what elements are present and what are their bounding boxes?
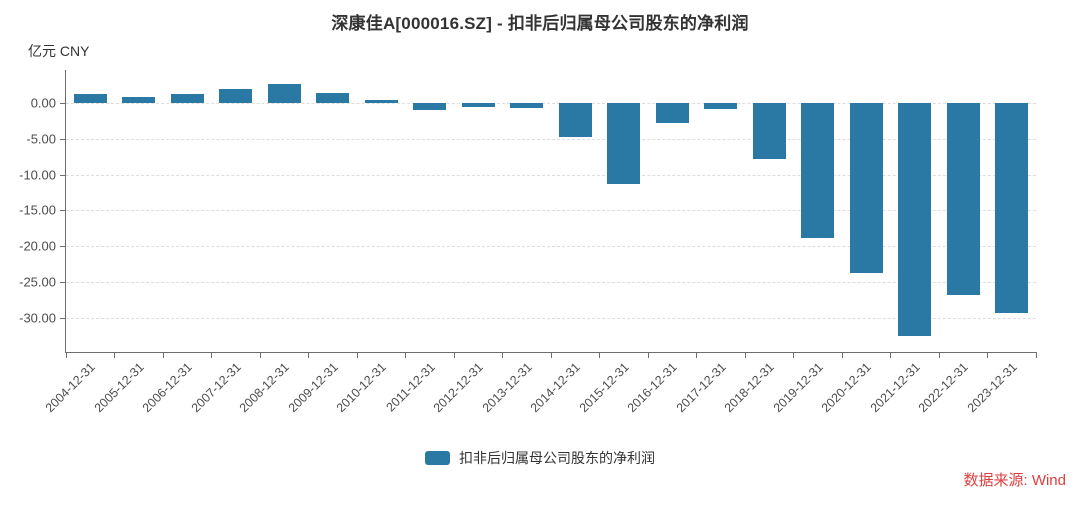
y-axis-label--5: -5.00 [26, 131, 56, 147]
x-axis-tick [938, 352, 940, 358]
x-axis-tick [405, 352, 406, 358]
bar-2021-12-31[interactable] [898, 103, 932, 337]
x-axis-tick [647, 352, 649, 358]
x-axis-label-2023-12-31: 2023-12-31 [964, 360, 1020, 416]
gridline--30 [66, 317, 1036, 319]
bar-2020-12-31[interactable] [849, 103, 883, 273]
y-axis-tick [60, 281, 66, 283]
x-axis-label-2011-12-31: 2011-12-31 [383, 360, 438, 415]
bar-2014-12-31[interactable] [558, 103, 592, 137]
x-axis-tick [599, 352, 600, 358]
y-axis-tick [60, 317, 66, 319]
x-axis-label-2020-12-31: 2020-12-31 [818, 360, 875, 416]
y-axis-label--30: -30.00 [19, 310, 56, 326]
x-axis-tick [114, 352, 115, 358]
x-axis-label-2013-12-31: 2013-12-31 [479, 360, 535, 416]
y-axis-label--25: -25.00 [19, 274, 56, 290]
x-axis-tick [987, 352, 988, 358]
x-axis-tick [890, 352, 891, 358]
bar-2015-12-31[interactable] [607, 103, 641, 184]
x-axis-tick [793, 352, 794, 358]
bar-2010-12-31[interactable] [364, 99, 398, 103]
x-axis-tick [696, 352, 697, 358]
x-axis-label-2012-12-31: 2012-12-31 [430, 360, 487, 416]
y-axis-label--15: -15.00 [19, 202, 56, 218]
x-axis-tick [308, 352, 309, 358]
x-axis-label-2017-12-31: 2017-12-31 [673, 360, 729, 416]
gridline--10 [66, 174, 1036, 176]
x-axis-label-2015-12-31: 2015-12-31 [576, 360, 632, 416]
x-axis-tick [356, 352, 358, 358]
y-axis-tick [60, 103, 66, 104]
x-axis-label-2021-12-31: 2021-12-31 [867, 360, 923, 416]
bar-2016-12-31[interactable] [655, 103, 689, 123]
x-axis-tick [1035, 352, 1037, 358]
x-axis-tick [550, 352, 552, 358]
bar-2017-12-31[interactable] [704, 103, 738, 109]
legend[interactable]: 扣非后归属母公司股东的净利润 [0, 448, 1080, 468]
x-axis-label-2022-12-31: 2022-12-31 [915, 360, 972, 416]
bar-2012-12-31[interactable] [461, 103, 495, 107]
x-axis-label-2010-12-31: 2010-12-31 [333, 360, 390, 416]
gridline--15 [66, 210, 1036, 212]
y-axis-unit-label: 亿元 CNY [28, 43, 90, 59]
x-axis-tick [211, 352, 212, 358]
plot-area: 0.00 -5.00 -10.00 -15.00 -20.00 -25.00 -30.00 2… [19, 70, 1037, 415]
x-axis-tick [162, 352, 164, 358]
x-axis-label-2009-12-31: 2009-12-31 [285, 360, 341, 416]
x-axis-label-2016-12-31: 2016-12-31 [624, 360, 681, 416]
x-axis-label-2014-12-31: 2014-12-31 [527, 360, 584, 416]
x-axis-tick [744, 352, 746, 358]
x-axis-label-2008-12-31: 2008-12-31 [236, 360, 293, 416]
y-axis-tick [60, 246, 66, 248]
x-axis-tick [65, 352, 67, 358]
x-axis-label-2005-12-31: 2005-12-31 [91, 360, 147, 416]
legend-swatch-icon [425, 451, 450, 465]
bar-2019-12-31[interactable] [801, 103, 835, 238]
x-axis-tick [259, 352, 261, 358]
x-axis-tick [453, 352, 455, 358]
y-axis-tick [60, 174, 66, 176]
x-axis-tick [502, 352, 503, 358]
bar-2005-12-31[interactable] [122, 96, 156, 103]
x-axis-label-2006-12-31: 2006-12-31 [139, 360, 196, 416]
bar-2022-12-31[interactable] [946, 103, 980, 295]
bar-2006-12-31[interactable] [170, 94, 204, 103]
bar-2023-12-31[interactable] [995, 103, 1029, 313]
bar-2007-12-31[interactable] [219, 88, 253, 103]
bar-2018-12-31[interactable] [752, 103, 786, 159]
x-axis-label-2007-12-31: 2007-12-31 [188, 360, 244, 416]
x-axis-label-2004-12-31: 2004-12-31 [42, 360, 99, 416]
bar-2013-12-31[interactable] [510, 103, 544, 109]
gridline--5 [66, 138, 1036, 140]
gridline-0 [66, 103, 1036, 104]
bar-2008-12-31[interactable] [267, 83, 301, 103]
x-axis-tick [841, 352, 843, 358]
y-axis-label-0: 0.00 [30, 95, 56, 111]
chart-title: 深康佳A[000016.SZ] - 扣非后归属母公司股东的净利润 [331, 14, 749, 33]
gridline--25 [66, 281, 1036, 283]
gridline--20 [66, 246, 1036, 248]
bar-2009-12-31[interactable] [316, 93, 350, 103]
bar-2011-12-31[interactable] [413, 103, 447, 111]
y-axis-tick [60, 138, 66, 140]
y-axis-tick [60, 210, 66, 212]
y-axis-label--10: -10.00 [19, 167, 56, 183]
x-axis-label-2019-12-31: 2019-12-31 [770, 360, 826, 416]
x-axis-label-2018-12-31: 2018-12-31 [721, 360, 778, 416]
data-source-label: 数据来源: Wind [963, 472, 1066, 489]
y-axis-label--20: -20.00 [19, 238, 56, 254]
legend-label: 扣非后归属母公司股东的净利润 [459, 450, 655, 466]
bar-2004-12-31[interactable] [73, 94, 107, 103]
